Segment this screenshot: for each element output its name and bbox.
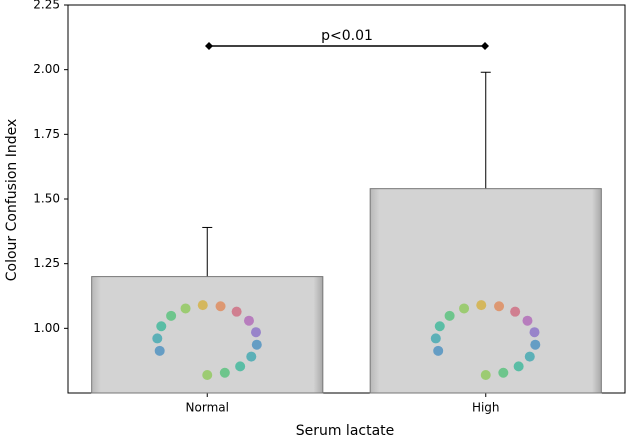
inset-dot — [434, 321, 445, 332]
inset-dot — [530, 339, 541, 350]
inset-dot — [480, 370, 491, 380]
inset-dot — [152, 333, 163, 344]
inset-dot — [154, 345, 165, 356]
inset-dot — [235, 361, 246, 372]
annotation: p<0.01 — [321, 28, 373, 44]
inset-dot — [202, 370, 213, 380]
y-tick-label: 1.50 — [33, 192, 60, 206]
y-axis-label: Colour Confusion Index — [4, 119, 20, 282]
inset-dot — [459, 303, 470, 314]
inset-dot — [250, 327, 261, 338]
y-tick-label: 1.75 — [33, 127, 60, 141]
x-tick-label: Normal — [186, 401, 229, 415]
inset-dot — [433, 345, 444, 356]
inset-dot — [215, 301, 226, 312]
inset-dot — [251, 339, 262, 350]
y-tick-label: 1.00 — [33, 321, 60, 335]
x-tick-label: High — [472, 401, 500, 415]
inset-dot — [498, 367, 509, 378]
y-tick-label: 2.00 — [33, 62, 60, 76]
inset-dot — [494, 301, 505, 312]
x-axis-label: Serum lactate — [296, 423, 395, 437]
inset-dot — [522, 315, 533, 326]
inset-dot — [430, 333, 441, 344]
inset-dot — [156, 321, 167, 332]
inset-dot — [166, 310, 177, 321]
inset-dot — [219, 367, 230, 378]
inset-dot — [243, 315, 254, 326]
inset-dot — [529, 327, 540, 338]
inset-dot — [231, 306, 242, 317]
inset-dot — [524, 351, 535, 362]
inset-dot — [510, 306, 521, 317]
y-tick-label: 1.25 — [33, 256, 60, 270]
inset-dot — [246, 351, 257, 362]
inset-dot — [513, 361, 524, 372]
inset-dot — [197, 300, 208, 311]
inset-dot — [476, 300, 487, 311]
inset-dot — [444, 310, 455, 321]
bar — [369, 188, 602, 394]
inset-dot — [180, 303, 191, 314]
y-tick-label: 2.25 — [33, 0, 60, 12]
